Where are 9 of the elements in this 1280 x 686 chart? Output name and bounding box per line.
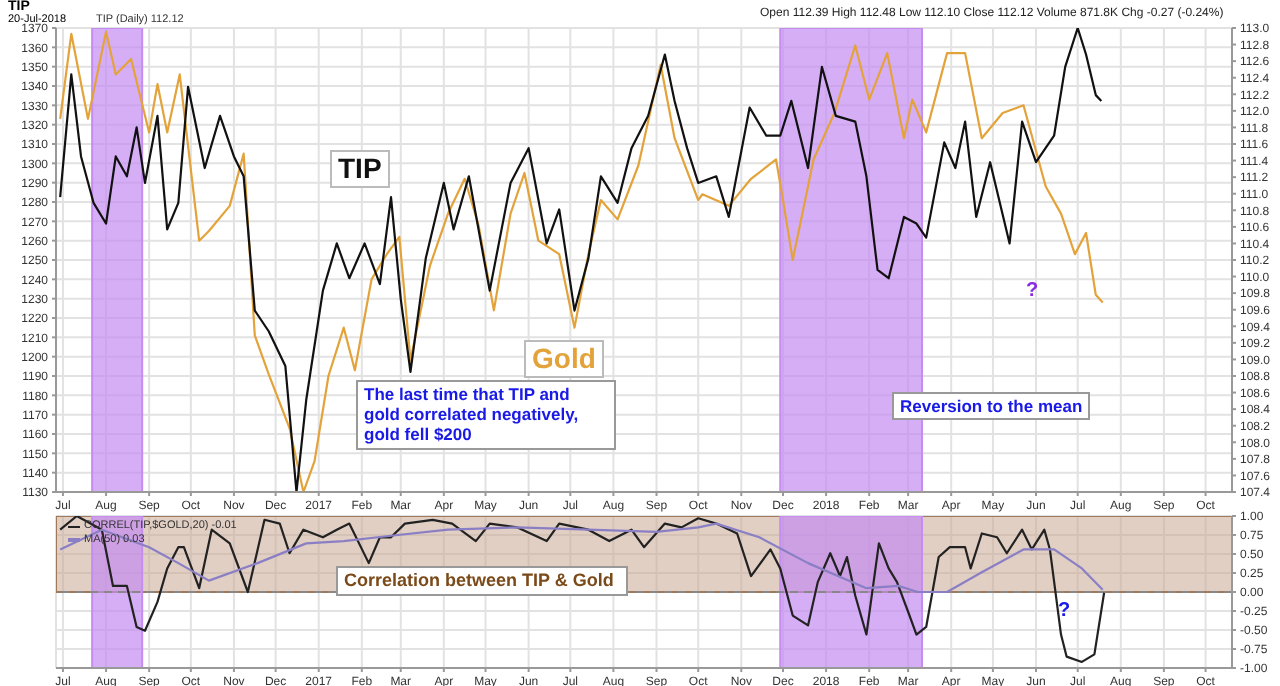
annotation: Correlation between TIP & Gold [336, 566, 628, 596]
series-label: Gold [524, 340, 604, 378]
annotation: ? [1058, 600, 1071, 624]
annotation: The last time that TIP and gold correlated negatively, gold fell $200 [356, 380, 616, 450]
annotation: ? [1026, 280, 1039, 304]
annotation: Reversion to the mean [892, 392, 1091, 421]
line-series [59, 522, 1104, 594]
line-series [59, 516, 1106, 664]
series-label: TIP [330, 150, 390, 188]
